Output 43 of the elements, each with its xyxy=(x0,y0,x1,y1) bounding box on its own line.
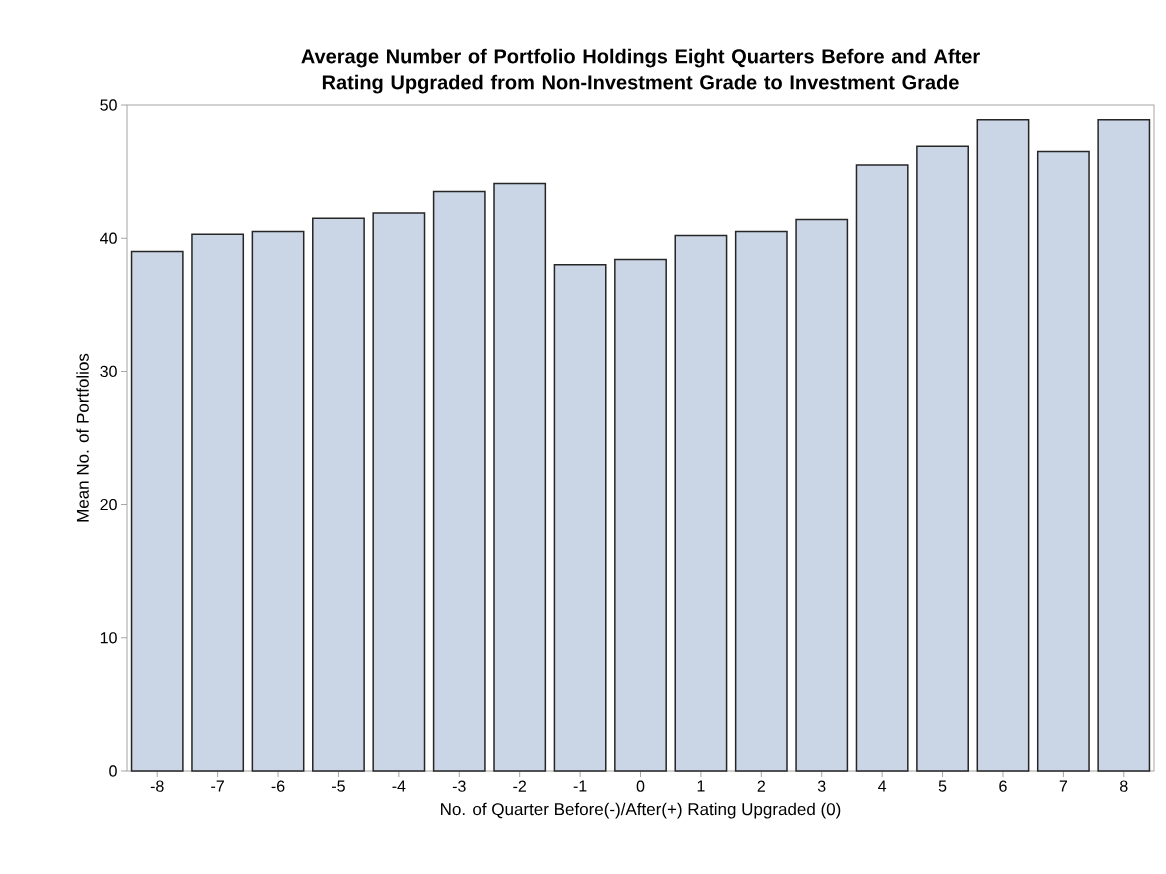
x-tick-label: 6 xyxy=(999,780,1007,792)
y-axis-title: Mean No. of Portfolios xyxy=(76,353,89,522)
x-tick-label: -7 xyxy=(211,780,224,792)
x-axis-title: No. of Quarter Before(-)/After(+) Rating Upgraded (0) xyxy=(441,802,841,819)
bar xyxy=(553,264,607,772)
bar xyxy=(251,230,305,772)
y-tick-label: 30 xyxy=(100,365,117,378)
x-tick-label: 7 xyxy=(1059,780,1068,792)
bar xyxy=(855,164,909,772)
x-tick-label: 5 xyxy=(938,780,947,792)
y-tick-label: 20 xyxy=(100,498,117,511)
y-tick-label: 40 xyxy=(100,232,117,244)
y-tick-label: 0 xyxy=(109,765,117,777)
bar xyxy=(795,218,849,772)
bar xyxy=(432,190,486,772)
x-tick-label: -5 xyxy=(332,780,345,792)
y-tick-label: 50 xyxy=(100,99,117,111)
bar xyxy=(614,258,667,772)
x-tick-label: 4 xyxy=(878,780,887,792)
bar xyxy=(191,233,245,772)
bar xyxy=(130,250,184,772)
bar xyxy=(734,230,788,772)
x-tick-label: -6 xyxy=(271,780,285,792)
x-tick-label: -2 xyxy=(513,780,526,792)
x-tick-label: -8 xyxy=(150,780,164,792)
bar xyxy=(1036,150,1090,772)
bar xyxy=(1097,118,1151,772)
x-tick-label: -3 xyxy=(452,780,466,792)
x-tick-label: 0 xyxy=(636,780,645,792)
bar xyxy=(674,234,728,772)
x-tick-label: 2 xyxy=(757,780,765,792)
x-tick-label: -4 xyxy=(392,780,406,792)
x-tick-label: -1 xyxy=(573,780,587,792)
x-tick-label: 1 xyxy=(697,780,705,792)
x-tick-label: 8 xyxy=(1120,780,1128,792)
bar xyxy=(312,217,365,772)
bar xyxy=(493,182,547,772)
chart-title: Average Number of Portfolio Holdings Eight Quarters Before and After Rating Upgraded from Non-Investment Grade to Investment Grade xyxy=(301,48,980,94)
x-tick-label: 3 xyxy=(817,780,826,792)
bar xyxy=(976,118,1030,772)
y-tick-label: 10 xyxy=(100,632,117,644)
bar xyxy=(916,145,969,772)
bar xyxy=(372,212,426,772)
